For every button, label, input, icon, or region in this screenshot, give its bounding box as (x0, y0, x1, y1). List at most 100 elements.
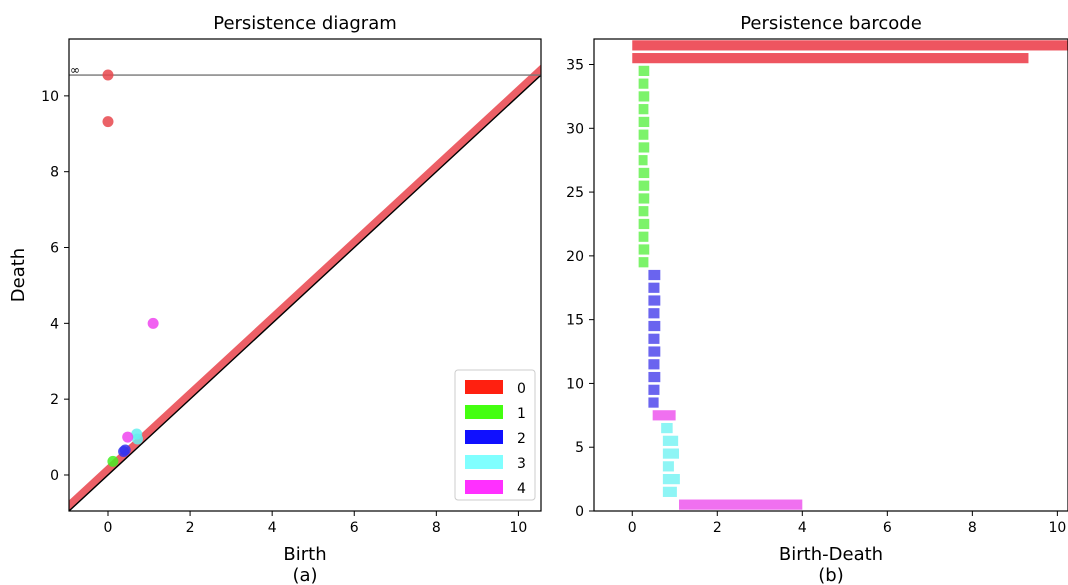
barcode-caption: (b) (818, 565, 843, 585)
bar-dim-3 (662, 435, 679, 446)
bar-dim-2 (648, 397, 659, 408)
diagram-title: Persistence diagram (213, 13, 397, 34)
diagram-x-ticks: 0 2 4 6 8 10 (104, 511, 528, 536)
x-tick-label: 0 (104, 520, 113, 536)
x-tick-label: 4 (798, 520, 807, 536)
bar-dim-1 (638, 65, 650, 76)
bar-dim-4 (652, 410, 676, 421)
barcode-plot-area (632, 40, 1068, 510)
y-tick-label: 15 (566, 313, 584, 329)
bar-dim-1 (638, 180, 650, 191)
y-tick-label: 5 (575, 440, 584, 456)
point-dim-4 (122, 431, 134, 443)
point-dim-2 (119, 444, 131, 456)
legend-swatch (465, 380, 503, 394)
persistence-barcode-panel: Persistence barcode 0 2 4 6 8 10 0 5 10 15 20 25 30… (566, 13, 1068, 585)
x-tick-label: 6 (350, 520, 359, 536)
diagram-x-label: Birth (283, 544, 326, 565)
bar-dim-3 (661, 422, 673, 434)
legend-swatch (465, 455, 503, 469)
y-tick-label: 10 (41, 89, 59, 105)
x-tick-label: 8 (432, 520, 441, 536)
bar-dim-2 (648, 308, 660, 319)
y-tick-label: 25 (566, 185, 584, 201)
diagram-plot-area: ∞ (69, 63, 541, 511)
barcode-y-ticks: 0 5 10 15 20 25 30 35 (566, 58, 594, 520)
bar-dim-0 (632, 40, 1068, 51)
legend-label: 1 (517, 406, 526, 422)
bar-dim-0 (632, 53, 1029, 64)
legend-label: 0 (517, 381, 526, 397)
bar-dim-1 (638, 116, 650, 128)
x-tick-label: 4 (268, 520, 277, 536)
bar-dim-2 (648, 295, 661, 306)
bar-dim-1 (638, 104, 649, 115)
bar-dim-1 (638, 129, 649, 140)
bar-dim-1 (638, 78, 649, 89)
infinity-label: ∞ (70, 63, 80, 77)
bar-dim-4 (679, 499, 803, 510)
y-tick-label: 6 (50, 241, 59, 257)
legend-swatch (465, 405, 503, 419)
diagram-legend: 0 1 2 3 4 (454, 369, 536, 501)
diagonal-line (69, 74, 541, 511)
bar-dim-2 (648, 333, 660, 344)
point-dim-4 (147, 317, 159, 329)
bar-dim-3 (662, 474, 680, 485)
x-tick-label: 0 (628, 520, 637, 536)
barcode-frame (593, 38, 1068, 512)
x-tick-label: 10 (510, 520, 528, 536)
bar-dim-1 (638, 155, 648, 166)
diagram-y-label: Death (8, 248, 29, 302)
legend-label: 4 (517, 481, 526, 497)
diagonal-band (69, 64, 541, 511)
x-tick-label: 10 (1048, 520, 1066, 536)
y-tick-label: 8 (50, 165, 59, 181)
bar-dim-1 (638, 244, 650, 255)
y-tick-label: 2 (50, 392, 59, 408)
bar-dim-1 (638, 206, 649, 217)
bar-dim-2 (648, 320, 661, 332)
y-tick-label: 4 (50, 316, 59, 332)
diagram-frame (68, 38, 542, 512)
legend-swatch (465, 480, 503, 494)
bar-dim-1 (638, 231, 649, 242)
bar-dim-2 (648, 269, 661, 281)
bar-dim-1 (638, 193, 650, 204)
bar-dim-1 (638, 218, 650, 230)
bar-dim-2 (648, 359, 660, 370)
bar-dim-3 (662, 461, 674, 472)
barcode-x-label: Birth-Death (779, 544, 883, 565)
y-tick-label: 35 (566, 58, 584, 74)
point-dim-0 (102, 116, 114, 128)
x-tick-label: 2 (713, 520, 722, 536)
y-tick-label: 0 (50, 468, 59, 484)
y-tick-label: 10 (566, 376, 584, 392)
bar-dim-2 (648, 384, 660, 395)
y-tick-label: 30 (566, 121, 584, 137)
point-dim-0 (102, 69, 114, 81)
x-tick-label: 8 (968, 520, 977, 536)
barcode-title: Persistence barcode (740, 13, 922, 34)
x-tick-label: 6 (883, 520, 892, 536)
bar-dim-1 (638, 257, 649, 268)
diagram-caption: (a) (292, 565, 317, 585)
legend-swatch (465, 430, 503, 444)
legend-label: 3 (517, 456, 526, 472)
x-tick-label: 2 (186, 520, 195, 536)
bar-dim-2 (648, 346, 661, 357)
point-dim-1 (107, 455, 119, 467)
bar-dim-3 (662, 448, 680, 459)
point-dim-3 (132, 433, 144, 445)
barcode-x-ticks: 0 2 4 6 8 10 (628, 511, 1066, 536)
bar-dim-2 (648, 282, 660, 293)
bar-dim-2 (648, 371, 661, 383)
y-tick-label: 0 (575, 504, 584, 520)
legend-label: 2 (517, 431, 526, 447)
bar-dim-3 (662, 486, 677, 497)
diagram-y-ticks: 0 2 4 6 8 10 (41, 89, 69, 484)
bar-dim-1 (638, 167, 650, 179)
bar-dim-1 (638, 142, 650, 153)
